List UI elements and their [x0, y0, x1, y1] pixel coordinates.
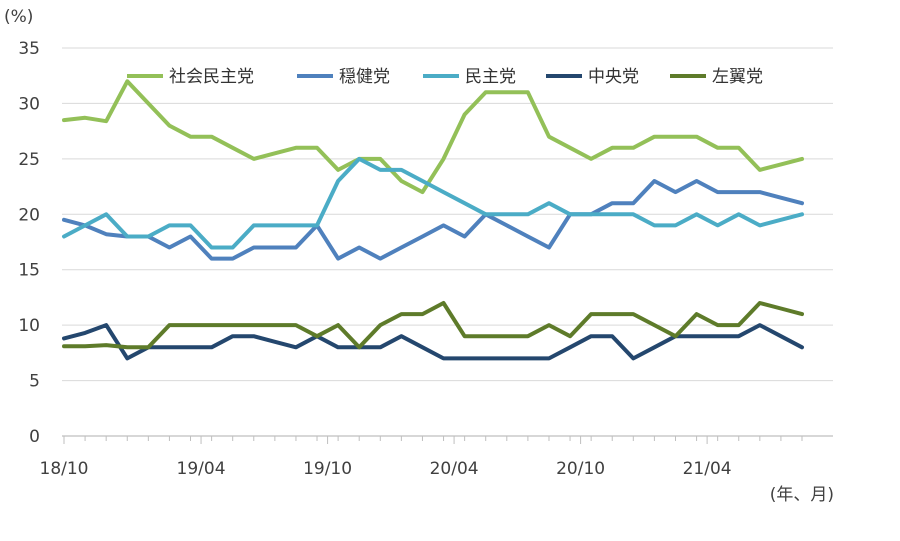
series-line [62, 179, 804, 261]
series-line [62, 301, 804, 350]
y-tick-label: 5 [29, 372, 40, 392]
x-tick-label: 20/04 [430, 459, 479, 479]
x-tick-label: 18/10 [40, 459, 89, 479]
legend-label: 社会民主党 [169, 67, 254, 87]
y-tick-label: 10 [18, 316, 40, 336]
y-unit-label: (%) [4, 7, 33, 27]
legend-label: 民主党 [465, 67, 516, 87]
x-tick-label: 19/10 [303, 459, 352, 479]
series-line [62, 79, 804, 195]
legend-label: 左翼党 [712, 67, 763, 87]
x-tick-label: 20/10 [556, 459, 605, 479]
legend-label: 中央党 [588, 67, 639, 87]
series-line [62, 156, 804, 250]
x-tick-label: 21/04 [683, 459, 732, 479]
gridlines [62, 47, 833, 382]
axes: 0 5 10 15 20 25 30 35 (%) 18/10 19/04 19/10 20/04 20/… [4, 7, 834, 505]
y-tick-label: 30 [18, 94, 40, 114]
legend: 社会民主党 穏健党 民主党 中央党 左翼党 [127, 67, 763, 87]
y-tick-label: 35 [18, 39, 40, 59]
series-line [62, 323, 804, 361]
y-tick-label: 0 [29, 427, 40, 447]
series-lines [62, 79, 804, 361]
y-tick-label: 20 [18, 205, 40, 225]
x-tick-label: 19/04 [177, 459, 226, 479]
x-unit-label: (年、月) [770, 485, 834, 505]
legend-label: 穏健党 [339, 67, 390, 87]
y-tick-label: 15 [18, 261, 40, 281]
y-tick-label: 25 [18, 150, 40, 170]
